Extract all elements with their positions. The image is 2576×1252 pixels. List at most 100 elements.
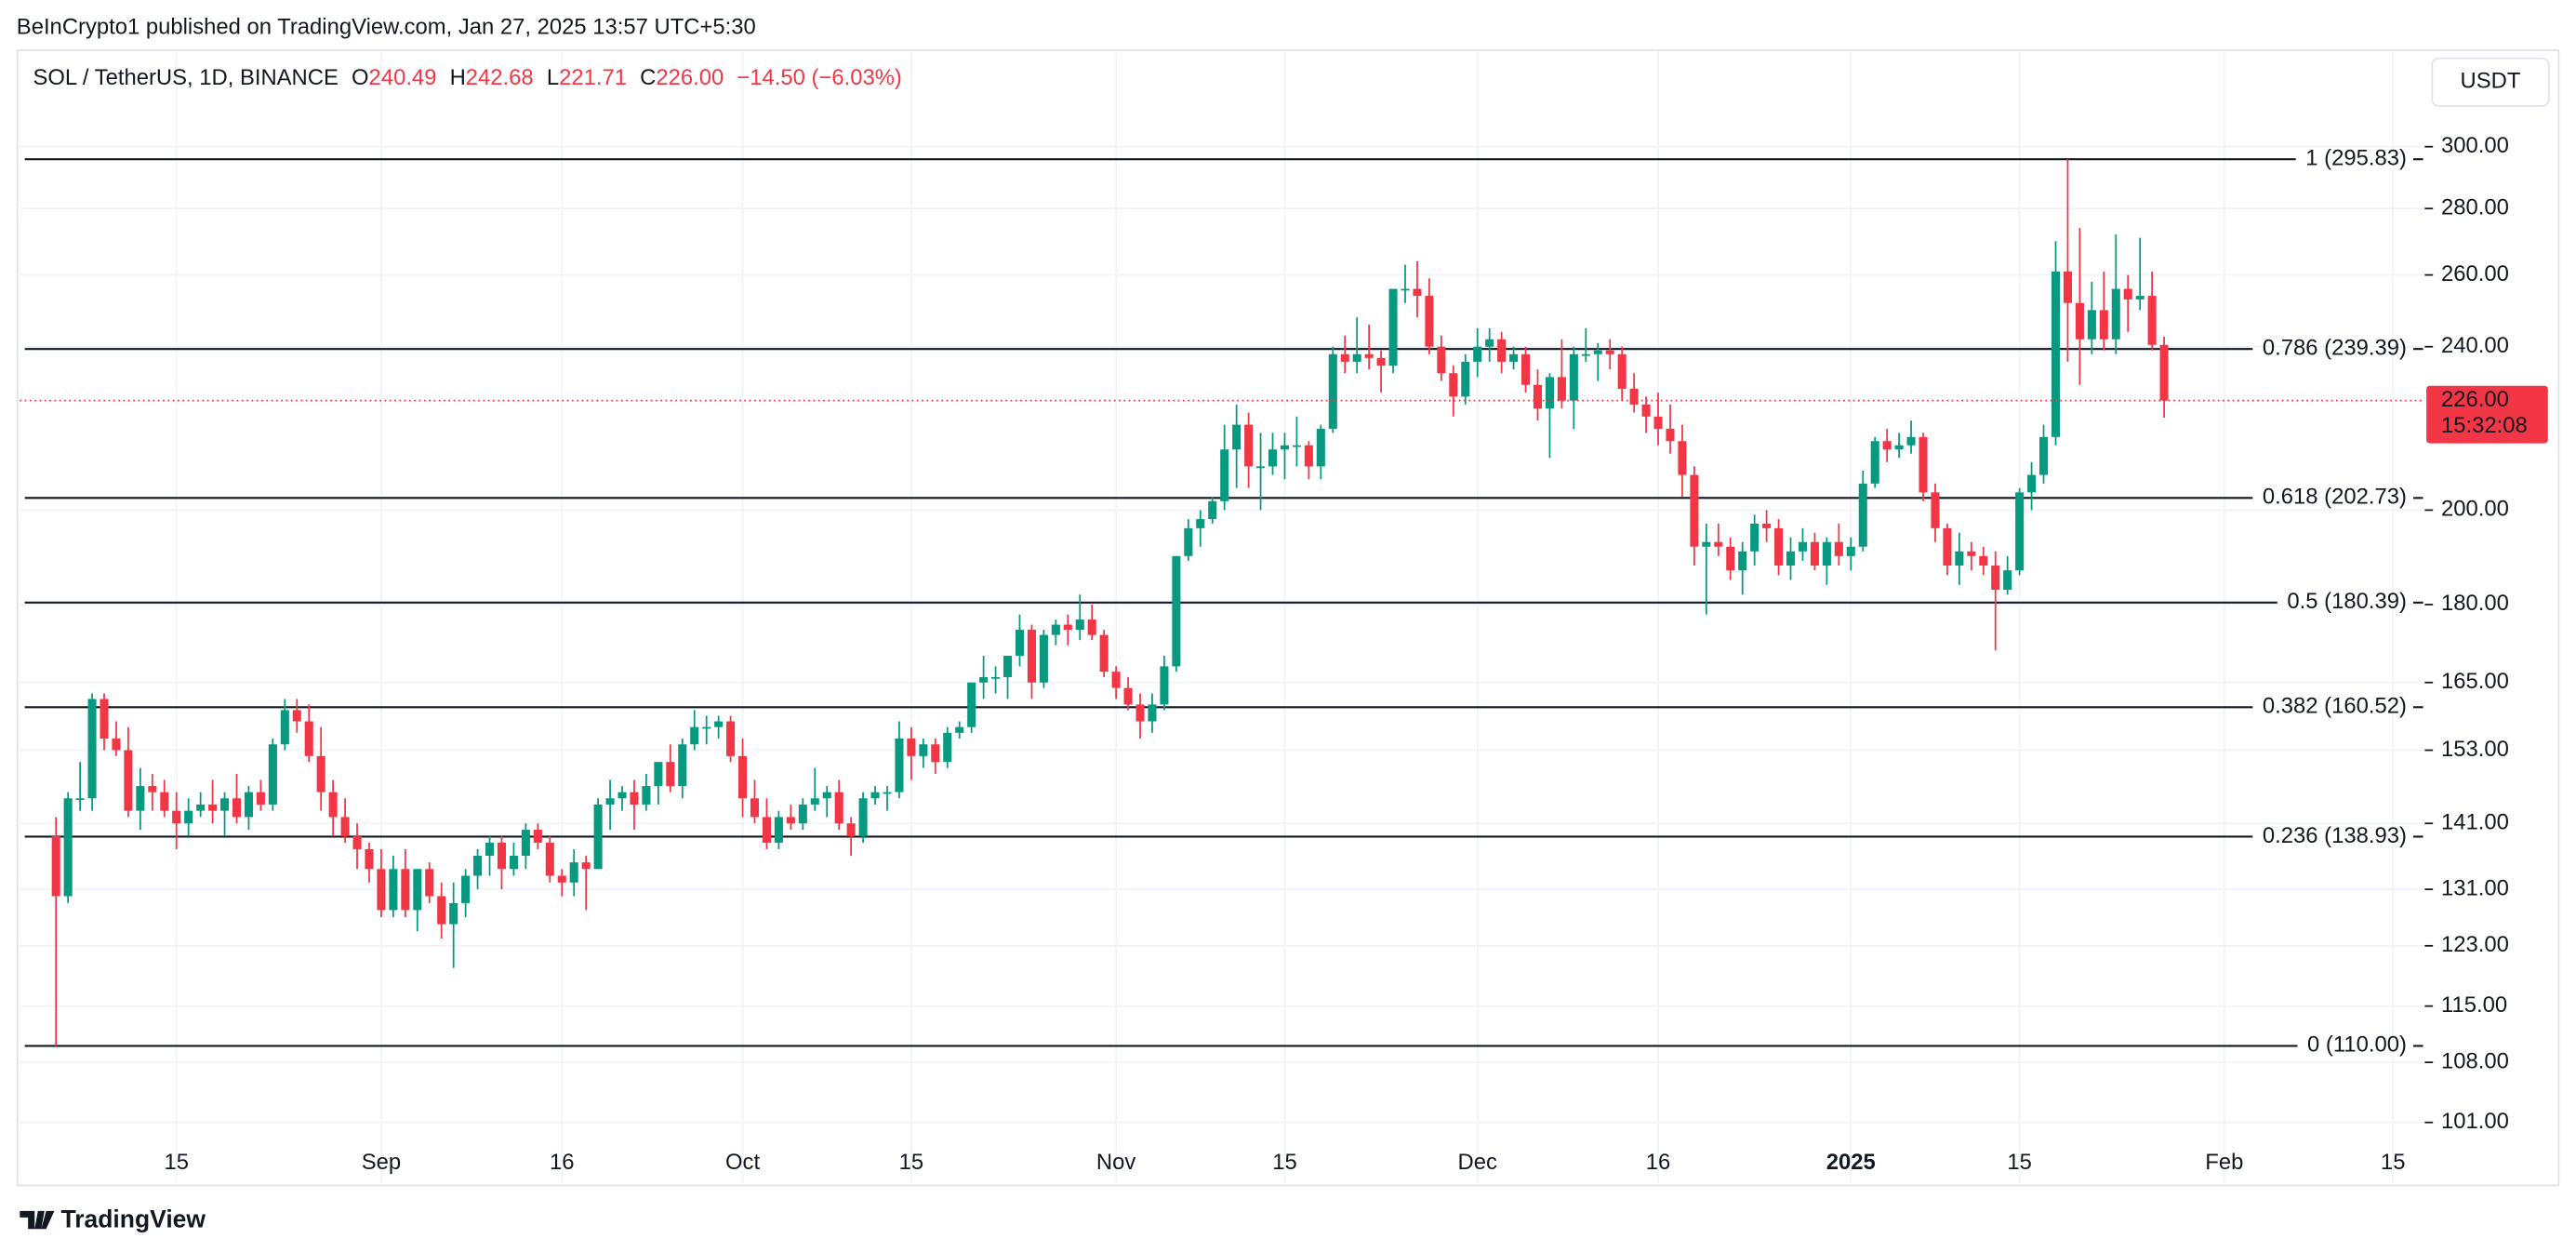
candle-body xyxy=(1485,339,1494,347)
candle-body xyxy=(1232,424,1242,450)
legend-value: 226.00 xyxy=(656,65,724,90)
candle-body xyxy=(1569,353,1578,401)
candle-body xyxy=(630,792,639,805)
candle-body xyxy=(196,804,206,811)
currency-label[interactable]: USDT xyxy=(2461,69,2521,94)
publisher: BeInCrypto1 published on TradingView.com… xyxy=(17,14,756,39)
legend-key: C xyxy=(640,65,656,90)
grid xyxy=(20,50,2423,1183)
candle-body xyxy=(1135,704,1145,722)
y-tick-label: 108.00 xyxy=(2441,1048,2509,1073)
candle-body xyxy=(798,804,807,824)
candle-body xyxy=(1702,541,1711,547)
candle-body xyxy=(51,835,60,897)
currency-button[interactable] xyxy=(2431,57,2550,107)
candle-body xyxy=(148,786,157,792)
fib-label: 0 (110.00) xyxy=(2307,1032,2407,1058)
candle-body xyxy=(858,798,868,836)
candle-body xyxy=(1160,666,1169,705)
candle-body xyxy=(2039,436,2049,475)
candle-body xyxy=(328,792,338,818)
chart-frame xyxy=(16,48,2560,1187)
candle-body xyxy=(1774,527,1784,566)
candle-body xyxy=(1617,353,1627,389)
fib-label: 0.5 (180.39) xyxy=(2287,589,2407,614)
legend-key: O xyxy=(352,65,369,90)
candle-body xyxy=(569,862,578,883)
candle-body xyxy=(750,798,760,818)
candle-body xyxy=(244,792,253,818)
candle-body xyxy=(1388,288,1398,366)
candle-body xyxy=(1099,634,1109,673)
candle-body xyxy=(220,798,230,811)
candle-body xyxy=(1979,555,1988,566)
candle-body xyxy=(136,786,145,811)
candle-body xyxy=(425,869,434,897)
candle-body xyxy=(1413,288,1422,297)
candle-body xyxy=(2159,344,2169,401)
candle-body xyxy=(1244,424,1254,467)
candle-body xyxy=(232,798,242,818)
y-tick-label: 131.00 xyxy=(2441,875,2509,900)
candle-body xyxy=(919,744,928,756)
fib-label: 0.236 (138.93) xyxy=(2263,823,2407,848)
x-tick-label: 15 xyxy=(1272,1150,1297,1175)
candle-body xyxy=(979,676,989,683)
x-tick-label: 16 xyxy=(550,1150,575,1175)
candle-body xyxy=(268,744,277,805)
candle-body xyxy=(1268,449,1278,467)
x-tick-label: Nov xyxy=(1096,1150,1135,1175)
candle-body xyxy=(1340,353,1349,362)
candle-body xyxy=(1894,445,1904,450)
candle-body xyxy=(1690,474,1699,547)
candle-body xyxy=(1220,449,1229,501)
candle-body xyxy=(931,744,940,763)
candle-body xyxy=(1967,551,1976,556)
candle-body xyxy=(991,676,1001,679)
candle-body xyxy=(1461,361,1470,397)
x-tick-label: 2025 xyxy=(1826,1150,1876,1175)
candle-body xyxy=(377,869,386,911)
candle-body xyxy=(208,804,218,811)
candle-body xyxy=(2027,474,2037,493)
candle-body xyxy=(2051,271,2061,437)
candle-body xyxy=(1786,551,1796,566)
x-tick-label: Feb xyxy=(2205,1150,2243,1175)
candle-body xyxy=(1810,541,1819,566)
candle-body xyxy=(545,842,554,876)
y-tick-label: 300.00 xyxy=(2441,133,2509,158)
legend-value: 221.71 xyxy=(559,65,627,90)
symbol: SOL / TetherUS, 1D, BINANCE xyxy=(33,65,338,90)
candle-body xyxy=(1304,445,1313,467)
candle-body xyxy=(702,726,711,729)
candle-body xyxy=(1352,353,1361,362)
candle-body xyxy=(1678,441,1687,475)
legend-change: −14.50 (−6.03%) xyxy=(737,65,902,90)
price-tag xyxy=(2426,385,2548,444)
candle-body xyxy=(1328,353,1337,429)
candle-body xyxy=(533,830,542,843)
candle-body xyxy=(895,739,904,792)
y-tick-label: 141.00 xyxy=(2441,810,2509,835)
candle-body xyxy=(1991,566,2000,590)
candle-body xyxy=(124,750,133,811)
candle-body xyxy=(726,721,736,756)
logo-icon xyxy=(20,1210,55,1230)
candle-body xyxy=(1605,350,1614,354)
candle-body xyxy=(1581,353,1590,356)
y-tick-label: 180.00 xyxy=(2441,591,2509,616)
candle-body xyxy=(87,699,97,799)
candle-body xyxy=(714,721,724,727)
legend-value: 242.68 xyxy=(466,65,534,90)
x-tick-label: 15 xyxy=(2007,1150,2032,1175)
x-tick-label: Oct xyxy=(725,1150,760,1175)
candle-body xyxy=(1846,546,1855,556)
candle-body xyxy=(581,862,591,870)
candle-body xyxy=(401,869,410,911)
candle-body xyxy=(340,817,350,836)
candle-body xyxy=(774,817,783,843)
candle-body xyxy=(461,875,471,903)
